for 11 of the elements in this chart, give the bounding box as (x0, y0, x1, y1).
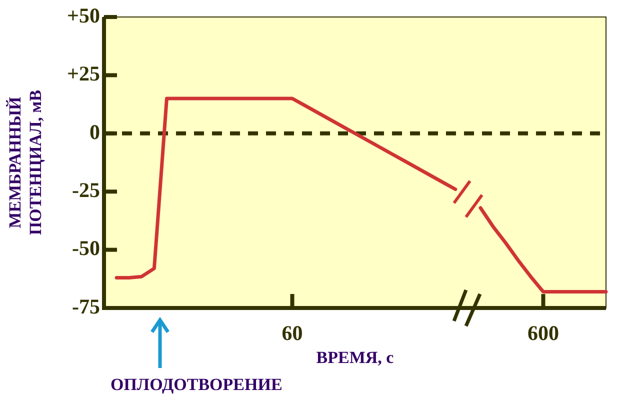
y-tick-label: +50 (67, 3, 100, 28)
y-tick-label: -25 (72, 178, 100, 202)
y-tick-label: 0 (90, 120, 100, 144)
x-axis-title: ВРЕМЯ, с (316, 348, 394, 368)
y-tick-label: -50 (72, 236, 100, 260)
text: ОПЛОДОТВОРЕНИЕ (110, 375, 282, 395)
x-tick-label: 600 (528, 321, 559, 346)
y-axis-title: МЕМБРАННЫЙ ПОТЕНЦИАЛ, мВ (6, 90, 45, 236)
x-tick-label: 60 (282, 321, 303, 346)
y-tick-label: -75 (72, 294, 100, 318)
y-tick-label: +25 (67, 62, 100, 86)
